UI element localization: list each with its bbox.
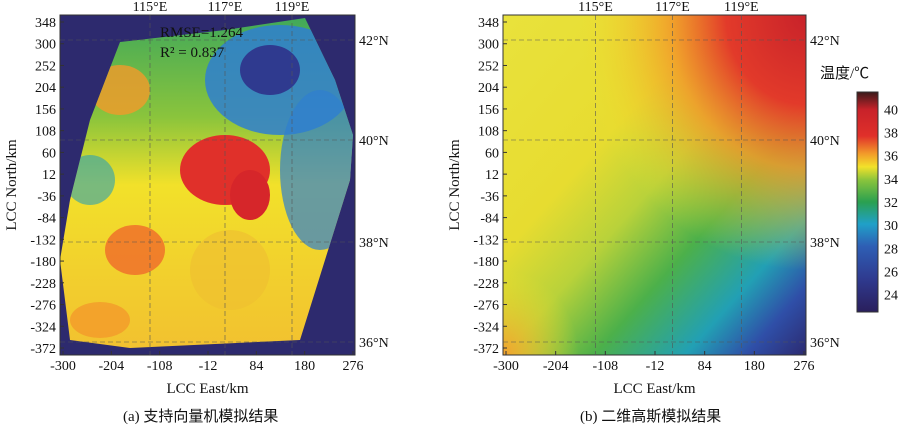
x-tick-label: -108 — [592, 359, 618, 374]
x-tick-label: -12 — [199, 359, 218, 374]
y-tick-label: -372 — [30, 342, 56, 357]
x-tick-label: 180 — [294, 359, 315, 374]
colorbar-tick-label: 26 — [884, 265, 898, 280]
x-tick-label: -108 — [147, 359, 173, 374]
y-tick-label: -84 — [480, 212, 499, 227]
panel-b-plot: 温度/℃ — [502, 14, 879, 356]
caption-b: (b) 二维高斯模拟结果 — [580, 409, 722, 425]
caption-a: (a) 支持向量机模拟结果 — [123, 409, 279, 425]
right-tick-label: 42°N — [359, 34, 389, 49]
x-tick-label: 276 — [794, 359, 815, 374]
colorbar-tick-label: 28 — [884, 242, 898, 257]
y-tick-label: -228 — [473, 277, 499, 292]
x-axis-label: LCC East/km — [613, 381, 695, 397]
colorbar-tick-label: 36 — [884, 150, 898, 165]
y-tick-label: 204 — [478, 81, 499, 96]
y-tick-label: 156 — [478, 103, 499, 118]
y-tick-label: -324 — [30, 320, 56, 335]
y-tick-label: -36 — [480, 190, 499, 205]
y-axis-label: LCC North/km — [4, 139, 20, 231]
y-tick-label: 12 — [485, 168, 499, 183]
x-tick-label: -300 — [50, 359, 76, 374]
x-tick-label: 276 — [343, 359, 364, 374]
x-tick-label: 84 — [698, 359, 712, 374]
colorbar — [856, 91, 879, 313]
y-axis-label: LCC North/km — [447, 139, 463, 231]
y-tick-label: 252 — [478, 59, 499, 74]
y-tick-label: 108 — [35, 125, 56, 140]
top-tick-label: 117°E — [208, 0, 243, 15]
panel-a-plot: RMSE=1.264 R² = 0.837 — [59, 14, 356, 356]
y-tick-label: 300 — [478, 38, 499, 53]
colorbar-tick-label: 34 — [884, 173, 898, 188]
x-tick-label: -204 — [543, 359, 569, 374]
r2-annotation: R² = 0.837 — [160, 45, 225, 61]
right-tick-label: 36°N — [810, 336, 840, 351]
y-tick-label: -180 — [30, 255, 56, 270]
x-axis-label: LCC East/km — [166, 381, 248, 397]
x-tick-label: 84 — [249, 359, 263, 374]
colorbar-tick-label: 38 — [884, 127, 898, 142]
right-tick-label: 42°N — [810, 34, 840, 49]
y-tick-label: -276 — [473, 299, 499, 314]
y-tick-label: 252 — [35, 59, 56, 74]
y-tick-label: 300 — [35, 38, 56, 53]
y-tick-label: -372 — [473, 342, 499, 357]
x-tick-label: -300 — [493, 359, 519, 374]
y-tick-label: 204 — [35, 81, 56, 96]
right-tick-label: 38°N — [359, 236, 389, 251]
rmse-annotation: RMSE=1.264 — [160, 25, 244, 41]
y-tick-label: -324 — [473, 320, 499, 335]
y-tick-label: -132 — [30, 233, 56, 248]
right-tick-label: 40°N — [359, 134, 389, 149]
y-tick-label: 156 — [35, 103, 56, 118]
y-tick-label: -84 — [37, 212, 56, 227]
top-tick-label: 115°E — [578, 0, 613, 15]
colorbar-tick-label: 40 — [884, 103, 898, 118]
y-tick-label: 60 — [485, 146, 499, 161]
top-tick-label: 119°E — [275, 0, 310, 15]
y-tick-label: -276 — [30, 299, 56, 314]
y-tick-label: -228 — [30, 277, 56, 292]
x-tick-label: 180 — [744, 359, 765, 374]
right-tick-label: 40°N — [810, 134, 840, 149]
y-tick-label: -180 — [473, 255, 499, 270]
y-tick-label: 348 — [478, 16, 499, 31]
top-tick-label: 117°E — [655, 0, 690, 15]
y-tick-label: -36 — [37, 190, 56, 205]
y-tick-label: 108 — [478, 125, 499, 140]
top-tick-label: 119°E — [724, 0, 759, 15]
y-tick-label: 60 — [42, 146, 56, 161]
y-tick-label: 12 — [42, 168, 56, 183]
colorbar-label: 温度/℃ — [820, 65, 869, 82]
top-tick-label: 115°E — [133, 0, 168, 15]
y-tick-label: -132 — [473, 233, 499, 248]
colorbar-tick-label: 30 — [884, 219, 898, 234]
colorbar-tick-label: 24 — [884, 289, 898, 304]
y-tick-label: 348 — [35, 16, 56, 31]
right-tick-label: 36°N — [359, 336, 389, 351]
x-tick-label: -12 — [646, 359, 665, 374]
colorbar-tick-label: 32 — [884, 196, 898, 211]
x-tick-label: -204 — [98, 359, 124, 374]
right-tick-label: 38°N — [810, 236, 840, 251]
